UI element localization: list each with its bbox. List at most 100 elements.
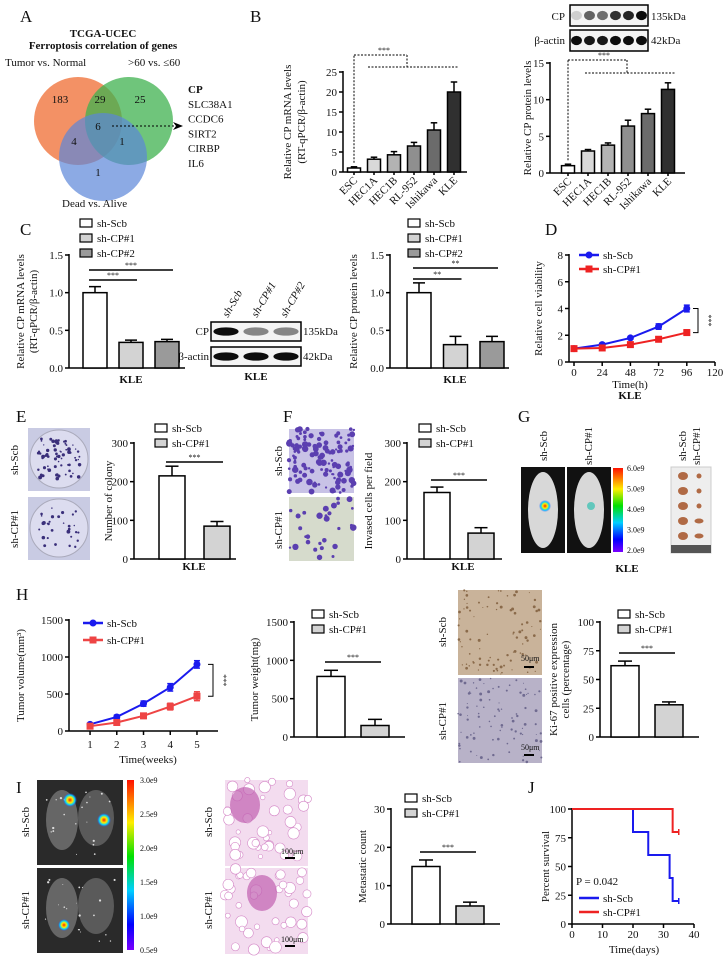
image-dot bbox=[295, 513, 301, 519]
image-dot bbox=[465, 735, 469, 739]
image-dot bbox=[472, 661, 475, 664]
bioluminescence-signal bbox=[587, 502, 595, 510]
image-dot bbox=[478, 663, 482, 667]
x-tick-label: 120 bbox=[707, 367, 723, 379]
image-dot bbox=[501, 726, 503, 728]
data-point bbox=[598, 344, 606, 352]
tumor bbox=[696, 473, 702, 479]
image-dot bbox=[74, 510, 77, 513]
alveolus bbox=[286, 780, 294, 788]
tumor bbox=[694, 518, 704, 524]
image-dot bbox=[466, 706, 469, 709]
blot-band bbox=[597, 35, 608, 46]
venn-count: 25 bbox=[135, 94, 147, 106]
tumor bbox=[678, 487, 688, 495]
image-dot bbox=[466, 602, 468, 605]
legend-swatch bbox=[79, 233, 93, 243]
image-dot bbox=[81, 806, 83, 809]
image-dot bbox=[538, 690, 541, 693]
image-dot bbox=[43, 544, 47, 548]
image-dot bbox=[477, 712, 480, 715]
image-dot bbox=[515, 636, 519, 639]
legend-label: sh-CP#2 bbox=[97, 248, 135, 260]
y-axis-label: Relative CP protein levels bbox=[522, 61, 534, 176]
x-axis-label: Time(h) bbox=[612, 379, 648, 391]
alveolus bbox=[269, 941, 282, 954]
y-tick-label: 100 bbox=[112, 515, 129, 527]
image-dot bbox=[344, 469, 347, 473]
image-dot bbox=[51, 507, 53, 509]
alveolus bbox=[268, 777, 276, 786]
alveolus bbox=[283, 787, 296, 800]
image-dot bbox=[45, 452, 49, 457]
panel-letter-a: A bbox=[20, 7, 33, 26]
image-dot bbox=[292, 454, 295, 458]
image-dot bbox=[48, 878, 51, 881]
x-axis-group-label: KLE bbox=[618, 390, 641, 402]
blot-size-label: 135kDa bbox=[651, 11, 686, 23]
image-dot bbox=[477, 669, 480, 671]
image-dot bbox=[468, 653, 471, 655]
image-dot bbox=[98, 940, 100, 942]
image-dot bbox=[482, 706, 485, 709]
bar bbox=[654, 704, 684, 738]
bar bbox=[154, 340, 180, 369]
image-dot bbox=[89, 796, 91, 798]
image-dot bbox=[458, 742, 461, 745]
y-tick-label: 500 bbox=[47, 689, 64, 701]
image-dot bbox=[473, 616, 475, 618]
image-dot bbox=[41, 456, 44, 460]
colorbar-tick-label: 2.0e9 bbox=[627, 546, 645, 555]
data-point bbox=[683, 305, 691, 312]
image-dot bbox=[352, 428, 356, 432]
image-dot bbox=[329, 449, 336, 455]
image-dot bbox=[44, 918, 47, 920]
image-dot bbox=[345, 449, 349, 453]
blot-band bbox=[584, 10, 595, 21]
alveolus bbox=[224, 891, 233, 901]
x-tick-label: 5 bbox=[194, 739, 200, 751]
image-dot bbox=[511, 719, 515, 723]
blot-lane-label: sh-Scb bbox=[220, 288, 245, 320]
image-dot bbox=[465, 606, 469, 609]
image-dot bbox=[298, 526, 303, 531]
blot-band bbox=[623, 35, 634, 46]
panel-letter-e: E bbox=[16, 407, 26, 426]
charts: 0510152025ESCHEC1AHEC1BRL-952IshikawaKLE… bbox=[15, 46, 723, 956]
image-dot bbox=[67, 450, 71, 455]
alveolus bbox=[297, 932, 309, 944]
x-axis-label: KLE bbox=[119, 374, 142, 386]
image-dot bbox=[75, 823, 77, 825]
colorbar-tick-label: 2.0e9 bbox=[140, 844, 158, 853]
image-dot bbox=[73, 524, 76, 527]
image-dot bbox=[78, 464, 81, 467]
y-tick-label: 300 bbox=[112, 438, 129, 450]
venn-set-label: >60 vs. ≤60 bbox=[128, 57, 181, 69]
image-dot bbox=[487, 690, 491, 694]
image-dot bbox=[521, 727, 524, 730]
blot-band bbox=[623, 10, 634, 21]
y-axis-label: (RT-qPCR/β-actin) bbox=[296, 80, 308, 164]
data-point bbox=[140, 700, 148, 708]
significance-label: *** bbox=[453, 471, 465, 480]
image-dot bbox=[492, 663, 495, 666]
image-dot bbox=[503, 664, 506, 667]
image-dot bbox=[465, 663, 468, 665]
venn-diagram: TCGA-UCEC Ferroptosis correlation of gen… bbox=[5, 28, 233, 210]
colorbar-tick-label: 0.5e9 bbox=[140, 946, 158, 955]
bar-chart-f: 0 100 200 300 Invased cells per field KLE sh-S… bbox=[363, 423, 502, 573]
x-axis-label: Time(weeks) bbox=[119, 754, 177, 766]
y-tick-label: 0.0 bbox=[370, 363, 384, 375]
legend-swatch bbox=[617, 609, 631, 619]
image-dot bbox=[534, 670, 536, 672]
legend-label: sh-Scb bbox=[107, 618, 137, 630]
image-dot bbox=[286, 440, 293, 447]
image-dot bbox=[330, 502, 337, 509]
image-dot bbox=[55, 476, 60, 481]
bar bbox=[82, 291, 108, 369]
image-dot bbox=[534, 739, 538, 743]
image-dot bbox=[54, 439, 59, 444]
legend-label: sh-Scb bbox=[97, 218, 127, 230]
y-tick-label: 0 bbox=[558, 357, 564, 369]
